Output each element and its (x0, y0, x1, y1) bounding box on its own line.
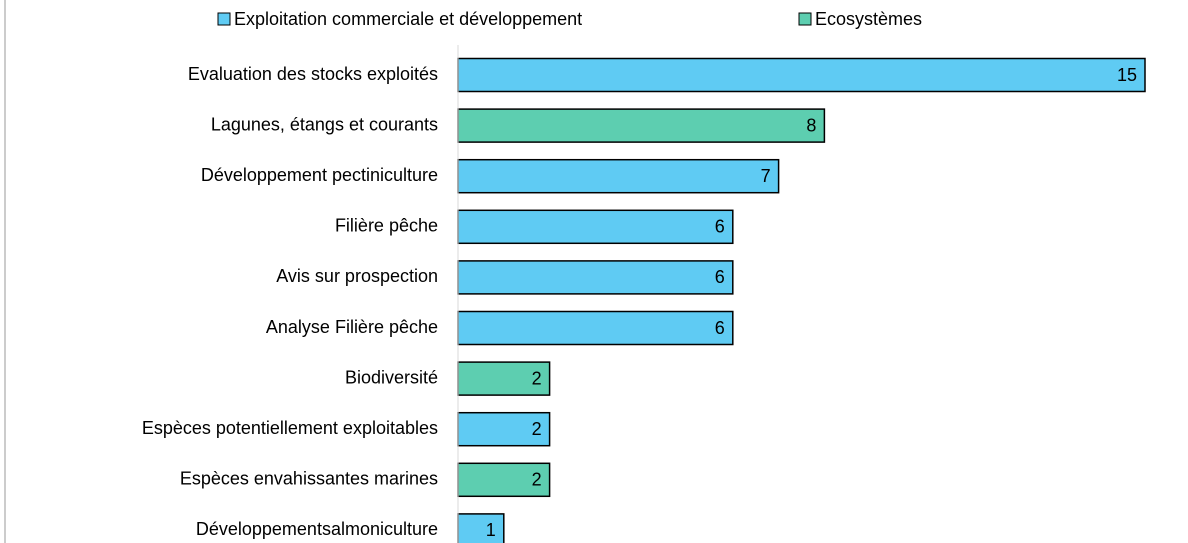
data-label: 2 (532, 470, 542, 490)
y-tick-label: Développementsalmoniculture (196, 519, 438, 539)
legend-label: Exploitation commerciale et développemen… (234, 9, 582, 29)
bar (457, 260, 734, 295)
bar (457, 57, 1146, 93)
y-tick-label: Filière pêche (335, 216, 438, 236)
y-tick-label: Espèces potentiellement exploitables (142, 418, 438, 438)
bar (457, 310, 734, 346)
legend-swatch (217, 12, 231, 26)
data-label: 8 (806, 115, 816, 135)
data-label: 6 (715, 217, 725, 237)
bar (457, 108, 826, 143)
data-label: 15 (1117, 65, 1137, 85)
data-label: 6 (715, 267, 725, 287)
legend-label: Ecosystèmes (815, 9, 922, 29)
y-tick-label: Avis sur prospection (276, 266, 438, 286)
legend-swatch (798, 12, 812, 26)
bar (457, 361, 551, 396)
data-label: 1 (486, 520, 496, 540)
y-tick-label: Lagunes, étangs et courants (211, 114, 438, 134)
data-label: 2 (532, 368, 542, 388)
bar (457, 158, 780, 194)
bar (457, 209, 734, 245)
y-tick-label: Espèces envahissantes marines (180, 469, 438, 489)
data-label: 7 (761, 166, 771, 186)
y-tick-label: Biodiversité (345, 367, 438, 387)
bar (457, 513, 505, 543)
y-tick-label: Développement pectiniculture (201, 165, 438, 185)
y-tick-label: Analyse Filière pêche (266, 317, 438, 337)
bar (457, 462, 551, 498)
data-label: 6 (715, 318, 725, 338)
bar (457, 411, 551, 447)
data-label: 2 (532, 419, 542, 439)
y-tick-label: Evaluation des stocks exploités (188, 64, 438, 84)
